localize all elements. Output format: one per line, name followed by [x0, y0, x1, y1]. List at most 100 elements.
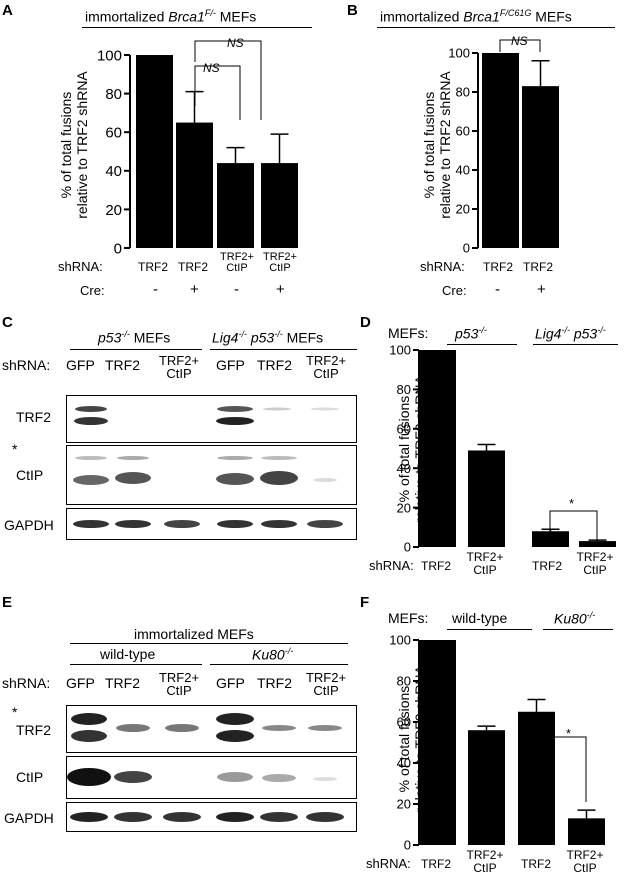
panel-f-bar-2 — [468, 730, 505, 845]
panel-c-blot-trf2 — [66, 395, 357, 443]
panel-d-shrna-label: shRNA: — [369, 558, 414, 573]
panel-f-xlabel-2: TRF2+ CtIP — [466, 848, 504, 875]
panel-d-sig-star: * — [569, 496, 575, 511]
panel-f-bar-3 — [518, 711, 555, 845]
panel-c-blot-label-trf2: TRF2 — [16, 409, 51, 425]
panel-d-mefs-label: MEFs: — [388, 325, 429, 341]
panel-b-cre-label: Cre: — [442, 283, 467, 298]
panel-f-ytick-label-100: 100 — [389, 633, 411, 648]
panel-b-ytick-label-100: 100 — [448, 46, 470, 61]
panel-d-group1-underline — [447, 344, 517, 345]
panel-b-title: immortalized Brca1F/C61G MEFs — [380, 8, 572, 25]
panel-f-sig-star: * — [566, 726, 572, 741]
panel-a-cre-4: + — [276, 281, 285, 298]
panel-f-xlabel-3: TRF2 — [521, 857, 551, 871]
panel-a-shrna-label: shRNA: — [58, 259, 103, 274]
panel-a-xlabel-1: TRF2 — [138, 260, 168, 274]
panel-a-sig-bracket-2 — [194, 65, 241, 120]
panel-c-lane-1: GFP — [66, 357, 95, 373]
panel-e-lane-6: TRF2+ CtIP — [305, 670, 347, 698]
panel-b-shrna-label: shRNA: — [420, 259, 465, 274]
panel-b-ytick-label-60: 60 — [456, 124, 470, 139]
panel-b-bar-2 — [522, 86, 559, 249]
panel-d-ytick-label-0: 0 — [404, 540, 411, 555]
panel-b-xlabel-2: TRF2 — [523, 260, 553, 274]
panel-a-ytick-label-100: 100 — [97, 47, 122, 64]
panel-f-ytick-label-60: 60 — [397, 715, 411, 730]
panel-d-bar-1 — [419, 350, 456, 547]
panel-e-group2-label: Ku80-/- — [252, 646, 294, 663]
panel-letter-a: A — [2, 2, 13, 19]
panel-e-lane-3: TRF2+ CtIP — [158, 670, 200, 698]
panel-e-blot-ctip — [66, 756, 357, 799]
panel-f-group2-underline — [543, 629, 613, 630]
panel-d-ytick-label-60: 60 — [397, 421, 411, 436]
panel-f-ytick-label-40: 40 — [397, 756, 411, 771]
panel-e-lane-2: TRF2 — [105, 675, 140, 691]
panel-b-xlabel-1: TRF2 — [483, 260, 513, 274]
panel-c-lane-3: TRF2+ CtIP — [158, 353, 200, 381]
panel-f-group1-underline — [447, 629, 532, 630]
panel-c-shrna-label: shRNA: — [2, 357, 51, 373]
panel-a-ytick-label-40: 40 — [105, 163, 122, 180]
panel-letter-d: D — [360, 314, 371, 331]
panel-f-xlabel-1: TRF2 — [421, 857, 451, 871]
panel-letter-b: B — [347, 2, 358, 19]
panel-d-ytick-label-20: 20 — [397, 500, 411, 515]
panel-d-xlabel-2: TRF2+ CtIP — [466, 550, 504, 577]
panel-b-sig-ns: NS — [511, 34, 528, 48]
panel-d-ytick-label-80: 80 — [397, 382, 411, 397]
panel-c-lane-4: GFP — [216, 357, 245, 373]
panel-e-blot-label-ctip: CtIP — [16, 769, 44, 785]
panel-a-cre-label: Cre: — [80, 283, 105, 298]
panel-c-group2-label: Lig4-/- p53-/- MEFs — [212, 329, 324, 346]
panel-b-ytick-label-20: 20 — [456, 202, 470, 217]
panel-a-sig-ns-1: NS — [227, 36, 244, 50]
panel-d-ytick-label-100: 100 — [389, 343, 411, 358]
panel-b-ytick-label-80: 80 — [456, 85, 470, 100]
panel-c-lane-5: TRF2 — [257, 357, 292, 373]
panel-c-lane-6: TRF2+ CtIP — [305, 353, 347, 381]
panel-c-blot-gapdh — [66, 508, 357, 540]
panel-b-bar-1 — [482, 53, 519, 248]
panel-a-ytick-label-0: 0 — [114, 240, 122, 257]
panel-a-xlabel-2: TRF2 — [178, 260, 208, 274]
panel-f-bar-4 — [568, 818, 605, 845]
panel-a-bar-4 — [261, 163, 298, 248]
panel-a-ytick-label-80: 80 — [105, 86, 122, 103]
panel-f-bar-1 — [419, 640, 456, 845]
panel-e-lane-1: GFP — [66, 675, 95, 691]
panel-c-blot-ctip — [66, 445, 357, 505]
panel-f-shrna-label: shRNA: — [366, 856, 411, 871]
panel-b-title-underline — [377, 27, 615, 28]
panel-a-cre-2: + — [190, 281, 199, 298]
panel-c-star: * — [12, 441, 18, 457]
panel-d-ytick-label-40: 40 — [397, 461, 411, 476]
panel-a-sig-ns-2: NS — [203, 61, 220, 75]
panel-a-cre-1: - — [153, 281, 158, 298]
panel-e-star: * — [12, 704, 18, 720]
panel-a-sig-bracket-1 — [194, 40, 262, 120]
panel-a-cre-3: - — [234, 281, 239, 298]
panel-letter-f: F — [360, 594, 370, 611]
panel-c-group1-label: p53-/- MEFs — [98, 329, 171, 346]
panel-c-group1-underline — [70, 349, 202, 350]
panel-a-ylabel: % of total fusions relative to TRF2 shRNA — [58, 71, 90, 219]
panel-b-cre-1: - — [495, 281, 500, 298]
panel-e-group1-underline — [70, 664, 202, 665]
panel-a-bar-1 — [136, 55, 173, 248]
panel-c-group2-underline — [210, 349, 357, 350]
panel-a-xlabel-4: TRF2+ CtIP — [263, 251, 297, 274]
panel-d-sig-bracket-1 — [549, 510, 598, 541]
panel-e-group1-label: wild-type — [100, 646, 156, 662]
panel-b-sig-bracket-1 — [499, 39, 541, 52]
panel-a-bar-3 — [217, 163, 254, 248]
panel-f-xlabel-4: TRF2+ CtIP — [566, 848, 604, 875]
panel-f-group2-label: Ku80-/- — [554, 610, 596, 627]
panel-d-bar-3 — [532, 531, 569, 547]
panel-d-group2-underline — [533, 344, 618, 345]
panel-f-mefs-label: MEFs: — [388, 610, 429, 626]
panel-c-blot-label-ctip: CtIP — [16, 467, 44, 483]
panel-a-xlabel-3: TRF2+ CtIP — [220, 251, 254, 274]
